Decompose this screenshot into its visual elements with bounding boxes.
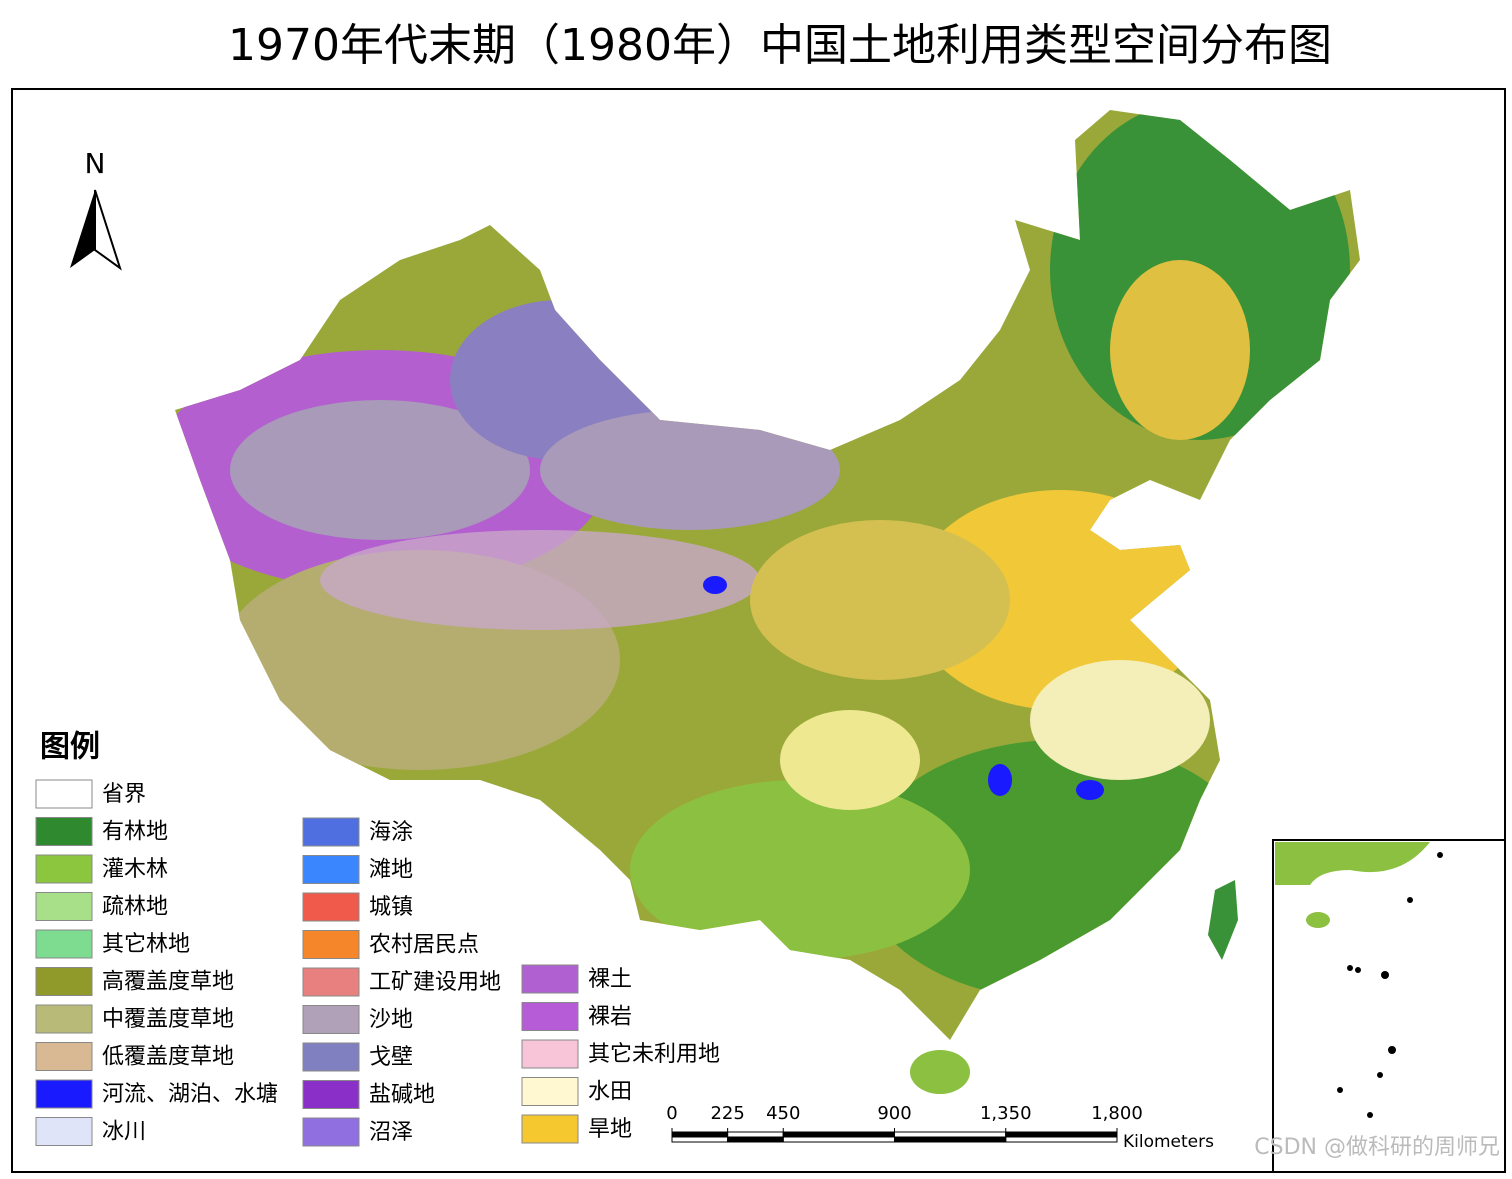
watermark: CSDN @做科研的周师兄 bbox=[1254, 1135, 1500, 1160]
scale-segment bbox=[671, 1136, 729, 1143]
scale-bar: 0 225 450 900 1,350 1,800 Kilometers bbox=[666, 1103, 1214, 1152]
legend-swatch bbox=[35, 779, 93, 809]
north-arrow bbox=[70, 190, 95, 268]
legend-label: 农村居民点 bbox=[369, 933, 479, 958]
legend-label: 盐碱地 bbox=[369, 1083, 435, 1108]
legend-swatch bbox=[35, 1042, 93, 1071]
taiwan bbox=[1208, 880, 1238, 960]
scale-segment bbox=[727, 1131, 784, 1138]
legend-swatch bbox=[302, 1042, 360, 1072]
legend-label: 疏林地 bbox=[102, 895, 168, 920]
legend-swatch bbox=[302, 1117, 360, 1147]
legend-label: 灌木林 bbox=[102, 857, 168, 882]
north-label: N bbox=[85, 147, 106, 180]
scale-segment bbox=[894, 1136, 1007, 1143]
legend-swatch bbox=[302, 892, 360, 922]
inset-islands bbox=[1337, 852, 1443, 1118]
scale-label: 900 bbox=[877, 1103, 911, 1124]
legend-swatch bbox=[35, 817, 93, 846]
inset-hainan bbox=[1306, 912, 1330, 928]
legend-label: 冰川 bbox=[102, 1120, 146, 1145]
legend-title: 图例 bbox=[40, 730, 100, 765]
legend-swatch bbox=[302, 855, 360, 884]
scale-label: 1,350 bbox=[980, 1103, 1032, 1124]
legend-label: 水田 bbox=[588, 1080, 632, 1105]
scale-segment bbox=[727, 1136, 784, 1143]
legend-label: 沼泽 bbox=[369, 1120, 413, 1145]
legend-label: 中覆盖度草地 bbox=[102, 1007, 234, 1032]
legend-swatch bbox=[302, 817, 360, 847]
legend-label: 低覆盖度草地 bbox=[102, 1045, 234, 1070]
legend-swatch bbox=[302, 1005, 360, 1034]
legend-label: 高覆盖度草地 bbox=[102, 970, 234, 995]
scale-label: 225 bbox=[710, 1103, 744, 1124]
scale-segment bbox=[894, 1131, 1007, 1138]
inset-frame bbox=[1272, 839, 1506, 1173]
north-arrow bbox=[94, 189, 122, 271]
legend-label: 城镇 bbox=[369, 895, 413, 920]
legend-swatch bbox=[302, 1080, 360, 1109]
hainan bbox=[910, 1050, 970, 1094]
legend-swatch bbox=[521, 1039, 579, 1069]
legend-label: 有林地 bbox=[102, 820, 168, 845]
scale-segment bbox=[1005, 1136, 1118, 1143]
legend-swatch bbox=[35, 1079, 93, 1109]
scale-segment bbox=[782, 1136, 895, 1143]
legend-swatch bbox=[35, 967, 93, 996]
scale-segment bbox=[671, 1131, 729, 1138]
legend-swatch bbox=[35, 1004, 93, 1034]
legend-label: 其它林地 bbox=[102, 932, 190, 957]
scale-label: 0 bbox=[666, 1103, 677, 1124]
legend-label: 戈壁 bbox=[369, 1045, 413, 1070]
legend: 省界有林地灌木林疏林地其它林地高覆盖度草地中覆盖度草地低覆盖度草地河流、湖泊、水… bbox=[35, 779, 720, 1147]
legend-label: 省界 bbox=[102, 782, 146, 807]
legend-label: 裸岩 bbox=[588, 1005, 632, 1030]
legend-swatch bbox=[35, 892, 93, 921]
legend-swatch bbox=[35, 1117, 93, 1146]
legend-swatch bbox=[521, 1077, 579, 1106]
legend-swatch bbox=[302, 930, 360, 959]
legend-label: 河流、湖泊、水塘 bbox=[102, 1082, 278, 1107]
legend-swatch bbox=[35, 854, 93, 884]
legend-swatch bbox=[35, 929, 93, 959]
scale-label: 1,800 bbox=[1091, 1103, 1143, 1124]
scale-unit: Kilometers bbox=[1123, 1132, 1214, 1152]
legend-swatch bbox=[521, 1114, 579, 1144]
scale-segment bbox=[1005, 1131, 1118, 1138]
inset-land bbox=[1275, 842, 1430, 885]
legend-swatch bbox=[302, 967, 360, 997]
scale-label: 450 bbox=[766, 1103, 800, 1124]
legend-swatch bbox=[521, 964, 579, 994]
legend-label: 沙地 bbox=[369, 1008, 413, 1033]
legend-label: 滩地 bbox=[369, 858, 413, 883]
legend-label: 裸土 bbox=[588, 967, 632, 992]
legend-label: 海涂 bbox=[369, 820, 413, 845]
legend-label: 工矿建设用地 bbox=[369, 970, 501, 995]
legend-swatch bbox=[521, 1002, 579, 1031]
scale-segment bbox=[782, 1131, 895, 1138]
legend-label: 旱地 bbox=[588, 1117, 632, 1142]
title: 1970年代末期（1980年）中国土地利用类型空间分布图 bbox=[228, 20, 1332, 71]
map-frame bbox=[11, 88, 1506, 1173]
legend-label: 其它未利用地 bbox=[588, 1042, 720, 1067]
